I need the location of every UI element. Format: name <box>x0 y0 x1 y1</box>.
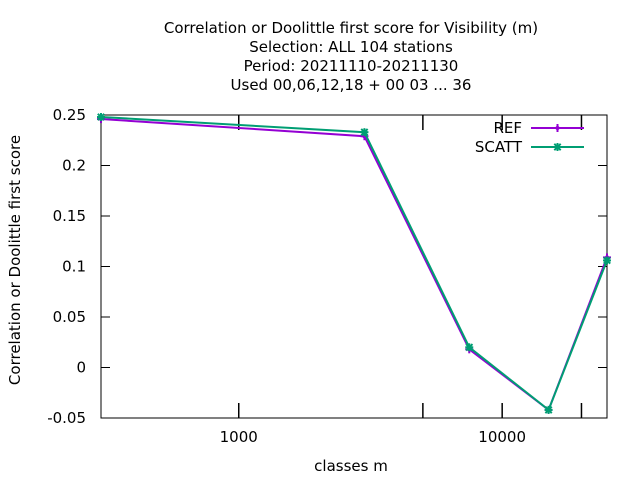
data-point-scatt <box>603 256 611 265</box>
y-axis-label: Correlation or Doolittle first score <box>6 135 24 385</box>
title-line-2: Selection: ALL 104 stations <box>249 38 453 56</box>
y-tick-label: 0.25 <box>53 106 86 124</box>
y-tick-label: 0 <box>76 359 86 377</box>
series-line-ref <box>100 118 608 412</box>
y-tick-label: 0.15 <box>53 207 86 225</box>
data-point-scatt <box>360 128 369 137</box>
y-tick-label: 0.2 <box>62 157 86 175</box>
series-layer <box>97 113 611 414</box>
y-tick-label: -0.05 <box>47 409 86 427</box>
legend-marker-scatt <box>553 143 562 151</box>
x-tick-label: 10000 <box>478 428 526 446</box>
legend-label-scatt: SCATT <box>475 138 523 156</box>
y-tick-label: 0.1 <box>62 258 86 276</box>
y-axis: -0.05 0 0.05 0.1 0.15 0.2 0.25 <box>47 106 607 427</box>
legend-marker-ref <box>553 124 562 132</box>
y-tick-label: 0.05 <box>53 308 86 326</box>
x-axis: 1000 10000 <box>220 115 583 446</box>
chart-title: Correlation or Doolittle first score for… <box>164 19 538 94</box>
x-axis-label: classes m <box>314 457 388 475</box>
plot-frame <box>100 114 608 419</box>
x-tick-label: 1000 <box>220 428 258 446</box>
data-point-scatt <box>465 343 474 352</box>
data-point-scatt <box>544 405 553 414</box>
title-line-3: Period: 20211110-20211130 <box>244 57 459 75</box>
title-line-4: Used 00,06,12,18 + 00 03 ... 36 <box>231 76 472 94</box>
title-line-1: Correlation or Doolittle first score for… <box>164 19 538 37</box>
series-line-scatt <box>100 116 608 412</box>
legend-label-ref: REF <box>493 119 522 137</box>
data-point-scatt <box>97 113 105 122</box>
